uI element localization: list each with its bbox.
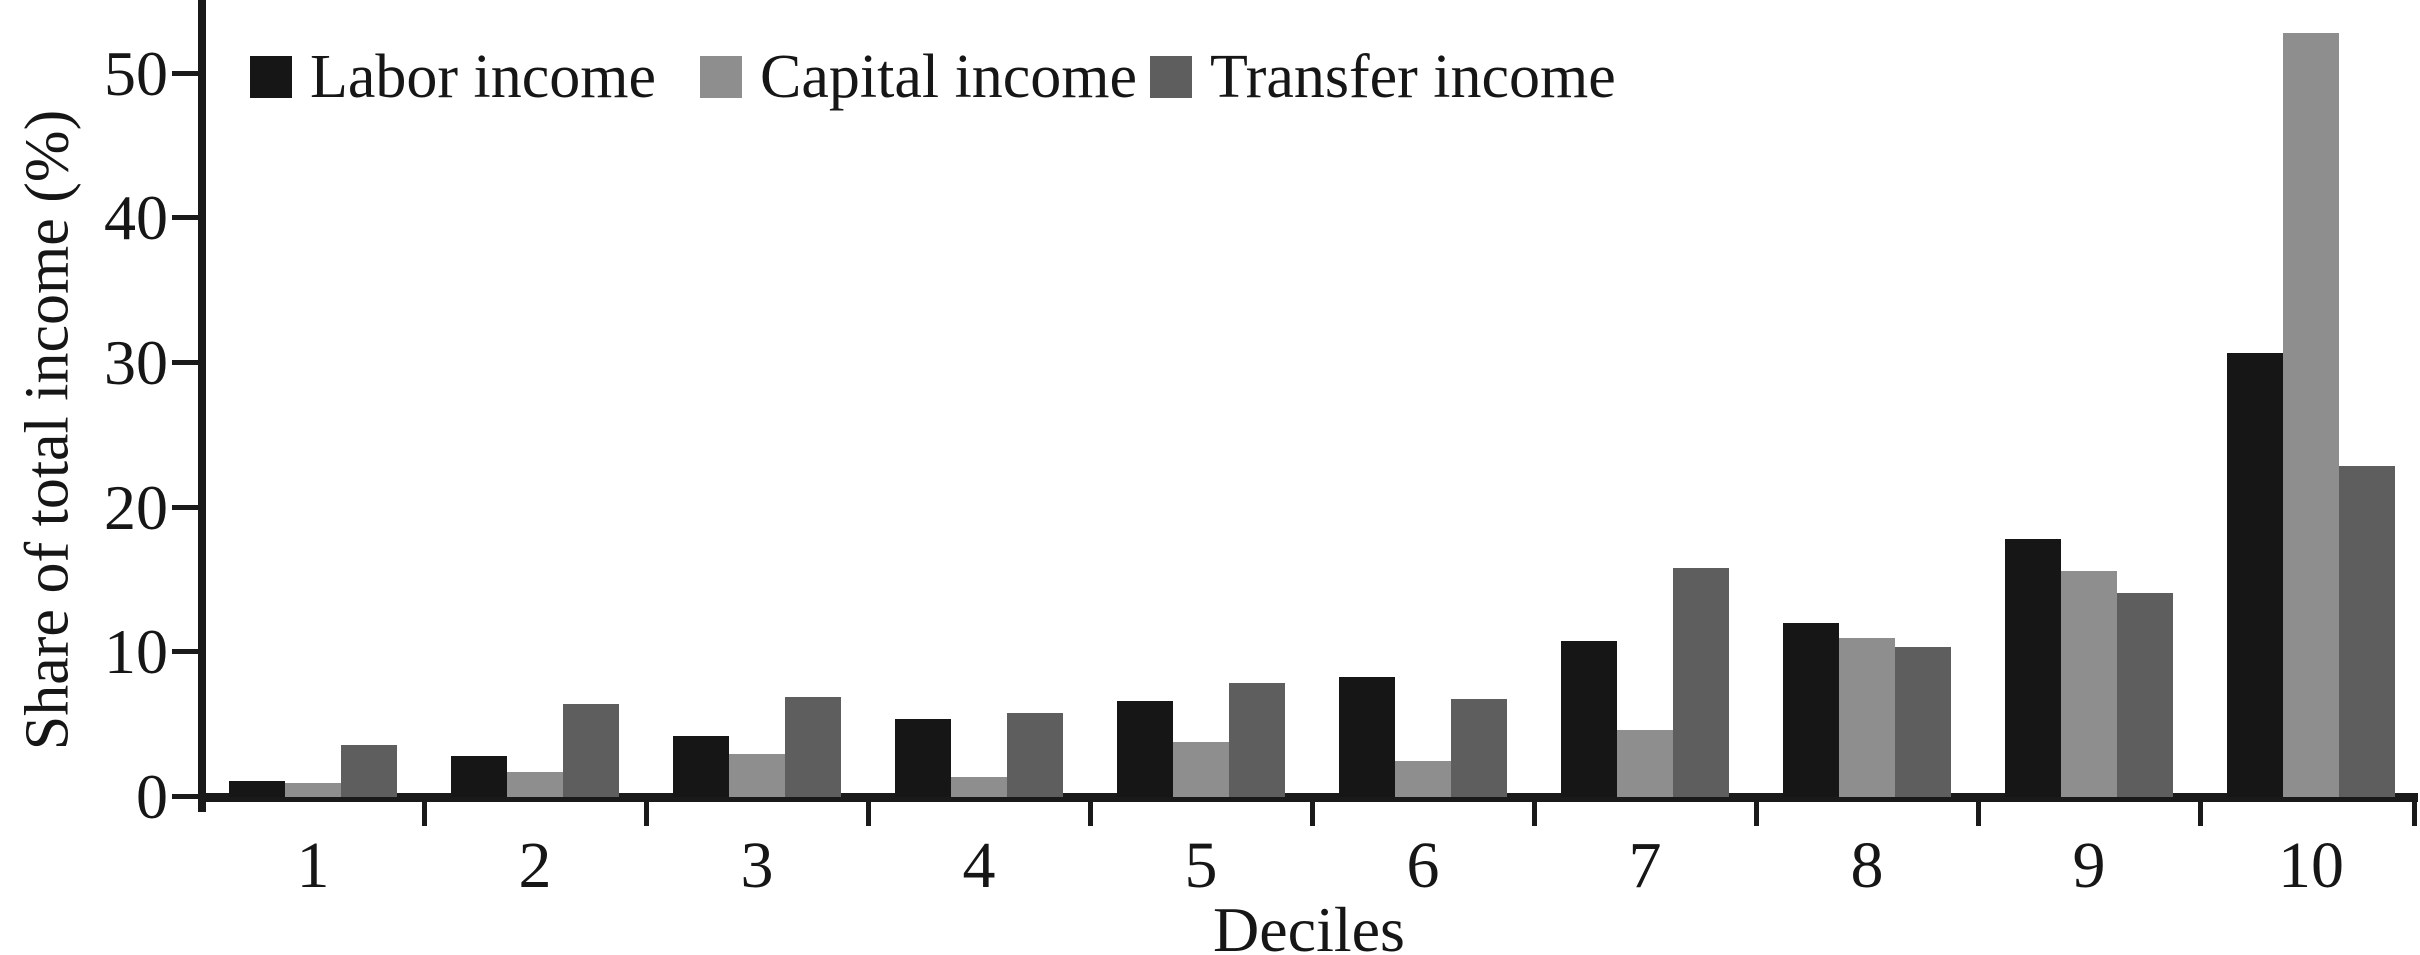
x-tick-boundary-2 [644,800,649,826]
x-tick-boundary-3 [866,800,871,826]
y-tick-20 [172,504,202,510]
bar-capital-decile-10 [2283,33,2339,797]
y-tick-10 [172,649,202,655]
x-tick-boundary-4 [1088,800,1093,826]
y-tick-label-30: 30 [104,326,168,398]
x-tick-label-2: 2 [518,829,552,902]
bar-labor-decile-10 [2227,353,2283,797]
bar-labor-decile-8 [1783,623,1839,797]
x-tick-label-6: 6 [1406,829,1440,902]
legend-item-transfer: Transfer income [1150,46,1616,108]
x-tick-boundary-7 [1754,800,1759,826]
bar-capital-decile-4 [951,777,1007,797]
x-axis-line [198,793,2418,802]
bar-transfer-decile-4 [1007,713,1063,797]
y-tick-label-20: 20 [104,471,168,543]
bar-capital-decile-5 [1173,742,1229,797]
y-tick-label-0: 0 [136,761,168,832]
bar-transfer-decile-3 [785,697,841,797]
legend-item-capital: Capital income [700,46,1137,108]
bar-capital-decile-7 [1617,730,1673,797]
y-tick-label-40: 40 [104,182,168,254]
y-tick-label-10: 10 [104,616,168,688]
bar-transfer-decile-9 [2117,593,2173,797]
legend-swatch-labor [250,56,292,98]
bar-labor-decile-7 [1561,641,1617,797]
bar-transfer-decile-10 [2339,466,2395,797]
x-tick-label-8: 8 [1850,829,1884,902]
bar-labor-decile-9 [2005,539,2061,797]
y-tick-30 [172,359,202,365]
x-axis-title: Deciles [1213,894,1405,955]
bar-labor-decile-1 [229,781,285,797]
bar-capital-decile-2 [507,772,563,797]
bar-capital-decile-6 [1395,761,1451,797]
bar-labor-decile-6 [1339,677,1395,797]
bar-capital-decile-3 [729,754,785,797]
bar-labor-decile-2 [451,756,507,797]
bar-transfer-decile-8 [1895,647,1951,797]
bar-transfer-decile-2 [563,704,619,797]
bar-transfer-decile-6 [1451,699,1507,797]
x-tick-label-3: 3 [740,829,774,902]
x-tick-label-9: 9 [2072,829,2106,902]
legend-label-transfer: Transfer income [1210,43,1616,111]
x-tick-right-end [2412,800,2417,826]
legend-item-labor: Labor income [250,46,656,108]
y-tick-0 [172,794,202,799]
bar-capital-decile-8 [1839,638,1895,797]
x-tick-boundary-5 [1310,800,1315,826]
legend-swatch-capital [700,56,742,98]
bar-capital-decile-9 [2061,571,2117,797]
x-tick-label-4: 4 [962,829,996,902]
bar-transfer-decile-5 [1229,683,1285,797]
y-tick-40 [172,215,202,221]
bar-labor-decile-3 [673,736,729,797]
x-tick-label-1: 1 [296,829,330,902]
y-axis-line [198,0,206,812]
x-tick-boundary-8 [1976,800,1981,826]
bar-labor-decile-4 [895,719,951,797]
x-tick-boundary-1 [422,800,427,826]
x-tick-boundary-9 [2198,800,2203,826]
x-tick-boundary-6 [1532,800,1537,826]
bar-transfer-decile-1 [341,745,397,797]
x-tick-label-10: 10 [2278,829,2344,902]
legend-swatch-transfer [1150,56,1192,98]
bar-transfer-decile-7 [1673,568,1729,797]
legend-label-labor: Labor income [310,43,657,111]
bar-labor-decile-5 [1117,701,1173,797]
y-tick-label-50: 50 [104,37,168,109]
x-tick-label-7: 7 [1628,829,1662,902]
y-tick-50 [172,70,202,76]
legend-label-capital: Capital income [760,43,1138,111]
bar-capital-decile-1 [285,783,341,797]
x-tick-label-5: 5 [1184,829,1218,902]
